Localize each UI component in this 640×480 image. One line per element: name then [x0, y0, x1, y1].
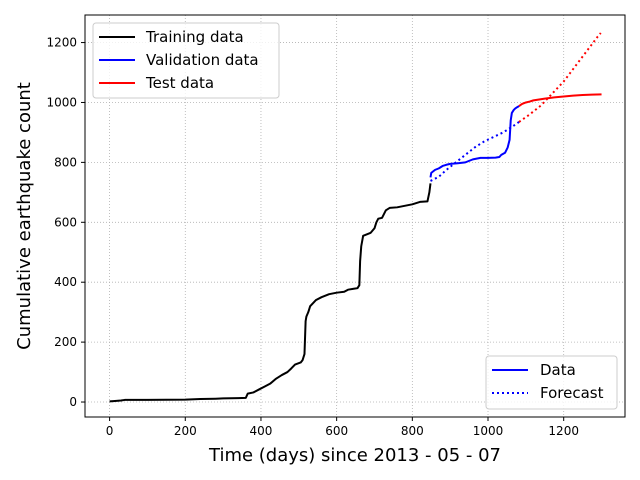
y-tick-label: 1000 [46, 95, 77, 109]
series-test-forecast [518, 32, 602, 123]
legend-label-training: Training data [145, 28, 244, 46]
legend-top-left-box [92, 22, 280, 99]
x-tick-label: 800 [401, 424, 424, 438]
x-tick-label: 200 [174, 424, 197, 438]
y-axis-label: Cumulative earthquake count [14, 82, 35, 350]
x-tick-label: 1000 [473, 424, 504, 438]
series-validation-data [429, 105, 520, 178]
x-tick-label: 600 [325, 424, 348, 438]
x-axis-label: Time (days) since 2013 - 05 - 07 [208, 445, 501, 466]
series-test-data [518, 93, 602, 107]
series-layer [109, 32, 602, 403]
y-tick-label: 200 [54, 335, 77, 349]
x-tick-label: 0 [106, 424, 114, 438]
y-tick-label: 400 [54, 275, 77, 289]
y-tick-label: 1200 [46, 36, 77, 50]
axes-frame [84, 14, 626, 418]
legend-bottom-right: Data Forecast [485, 355, 618, 410]
series-validation-forecast [430, 121, 520, 182]
legend-label-validation: Validation data [146, 51, 259, 69]
legend-label-data: Data [540, 361, 576, 379]
y-tick-label: 800 [54, 155, 77, 169]
legend-top-left: Training data Validation data Test data [92, 22, 280, 99]
x-tick-label: 1200 [548, 424, 579, 438]
legend-label-test: Test data [145, 74, 214, 92]
x-tick-label: 400 [250, 424, 273, 438]
y-tick-label: 600 [54, 215, 77, 229]
y-tick-label: 0 [69, 395, 77, 409]
legend-label-forecast: Forecast [540, 384, 604, 402]
ticks: 0 200 400 600 800 1000 1200 0 200 400 600 800 1000 12… [46, 36, 579, 438]
series-training-data [109, 183, 432, 403]
